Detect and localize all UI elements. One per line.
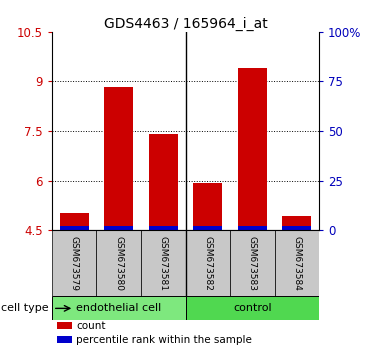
Text: percentile rank within the sample: percentile rank within the sample (76, 335, 252, 345)
Bar (275, 230, 319, 296)
Bar (57, 336, 72, 343)
Text: GSM673581: GSM673581 (159, 236, 168, 291)
Bar (238, 225, 267, 230)
Bar (149, 225, 178, 230)
Text: GSM673584: GSM673584 (292, 236, 301, 291)
Bar (57, 321, 72, 329)
Bar (52, 230, 96, 296)
Bar (282, 225, 311, 230)
Text: cell type: cell type (1, 303, 48, 313)
Text: GSM673580: GSM673580 (114, 236, 123, 291)
Bar (149, 134, 178, 230)
Text: GSM673579: GSM673579 (70, 236, 79, 291)
Bar (282, 216, 311, 230)
Text: count: count (76, 321, 105, 331)
Bar (193, 225, 222, 230)
Bar (238, 68, 267, 230)
Bar (60, 225, 89, 230)
Bar (186, 230, 230, 296)
Bar (230, 230, 275, 296)
Bar (96, 230, 141, 296)
Text: control: control (233, 303, 272, 313)
Bar (193, 183, 222, 230)
Bar (186, 296, 319, 320)
Bar (60, 213, 89, 230)
Bar (52, 296, 186, 320)
Bar (141, 230, 186, 296)
Text: GSM673582: GSM673582 (203, 236, 212, 291)
Bar (104, 225, 133, 230)
Bar (104, 87, 133, 230)
Text: endothelial cell: endothelial cell (76, 303, 161, 313)
Title: GDS4463 / 165964_i_at: GDS4463 / 165964_i_at (104, 17, 267, 31)
Text: GSM673583: GSM673583 (248, 236, 257, 291)
